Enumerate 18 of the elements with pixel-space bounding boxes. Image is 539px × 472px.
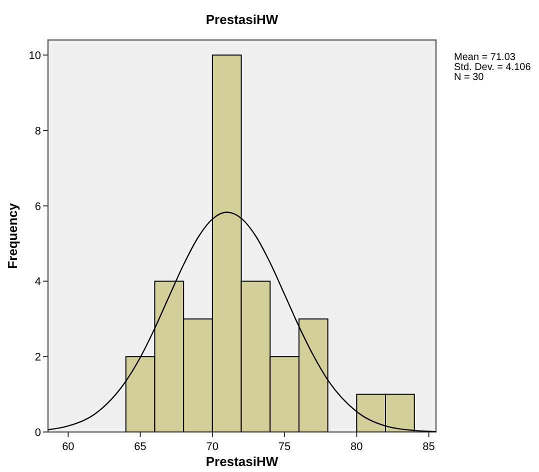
x-tick-label: 80 <box>350 441 363 453</box>
y-tick-label: 6 <box>34 200 41 213</box>
y-tick-label: 0 <box>34 427 41 439</box>
y-tick-label: 8 <box>34 125 41 138</box>
x-tick-label: 70 <box>206 441 219 453</box>
y-tick-label: 2 <box>34 352 41 364</box>
y-axis-title: Frequency <box>5 202 20 269</box>
y-tick-label: 10 <box>28 50 41 62</box>
text: Std. Dev. = 4.106 <box>454 62 532 73</box>
x-tick-label: 75 <box>278 441 291 453</box>
text: Mean = 71.03 <box>454 52 516 63</box>
x-tick-label: 60 <box>62 441 74 453</box>
chart-title: PrestasiHW <box>206 12 279 27</box>
text: N = 30 <box>454 72 484 83</box>
x-axis-title: PrestasiHW <box>206 454 279 469</box>
x-tick-label: 65 <box>134 441 146 453</box>
x-tick-label: 85 <box>422 441 435 453</box>
y-tick-label: 4 <box>34 276 41 288</box>
